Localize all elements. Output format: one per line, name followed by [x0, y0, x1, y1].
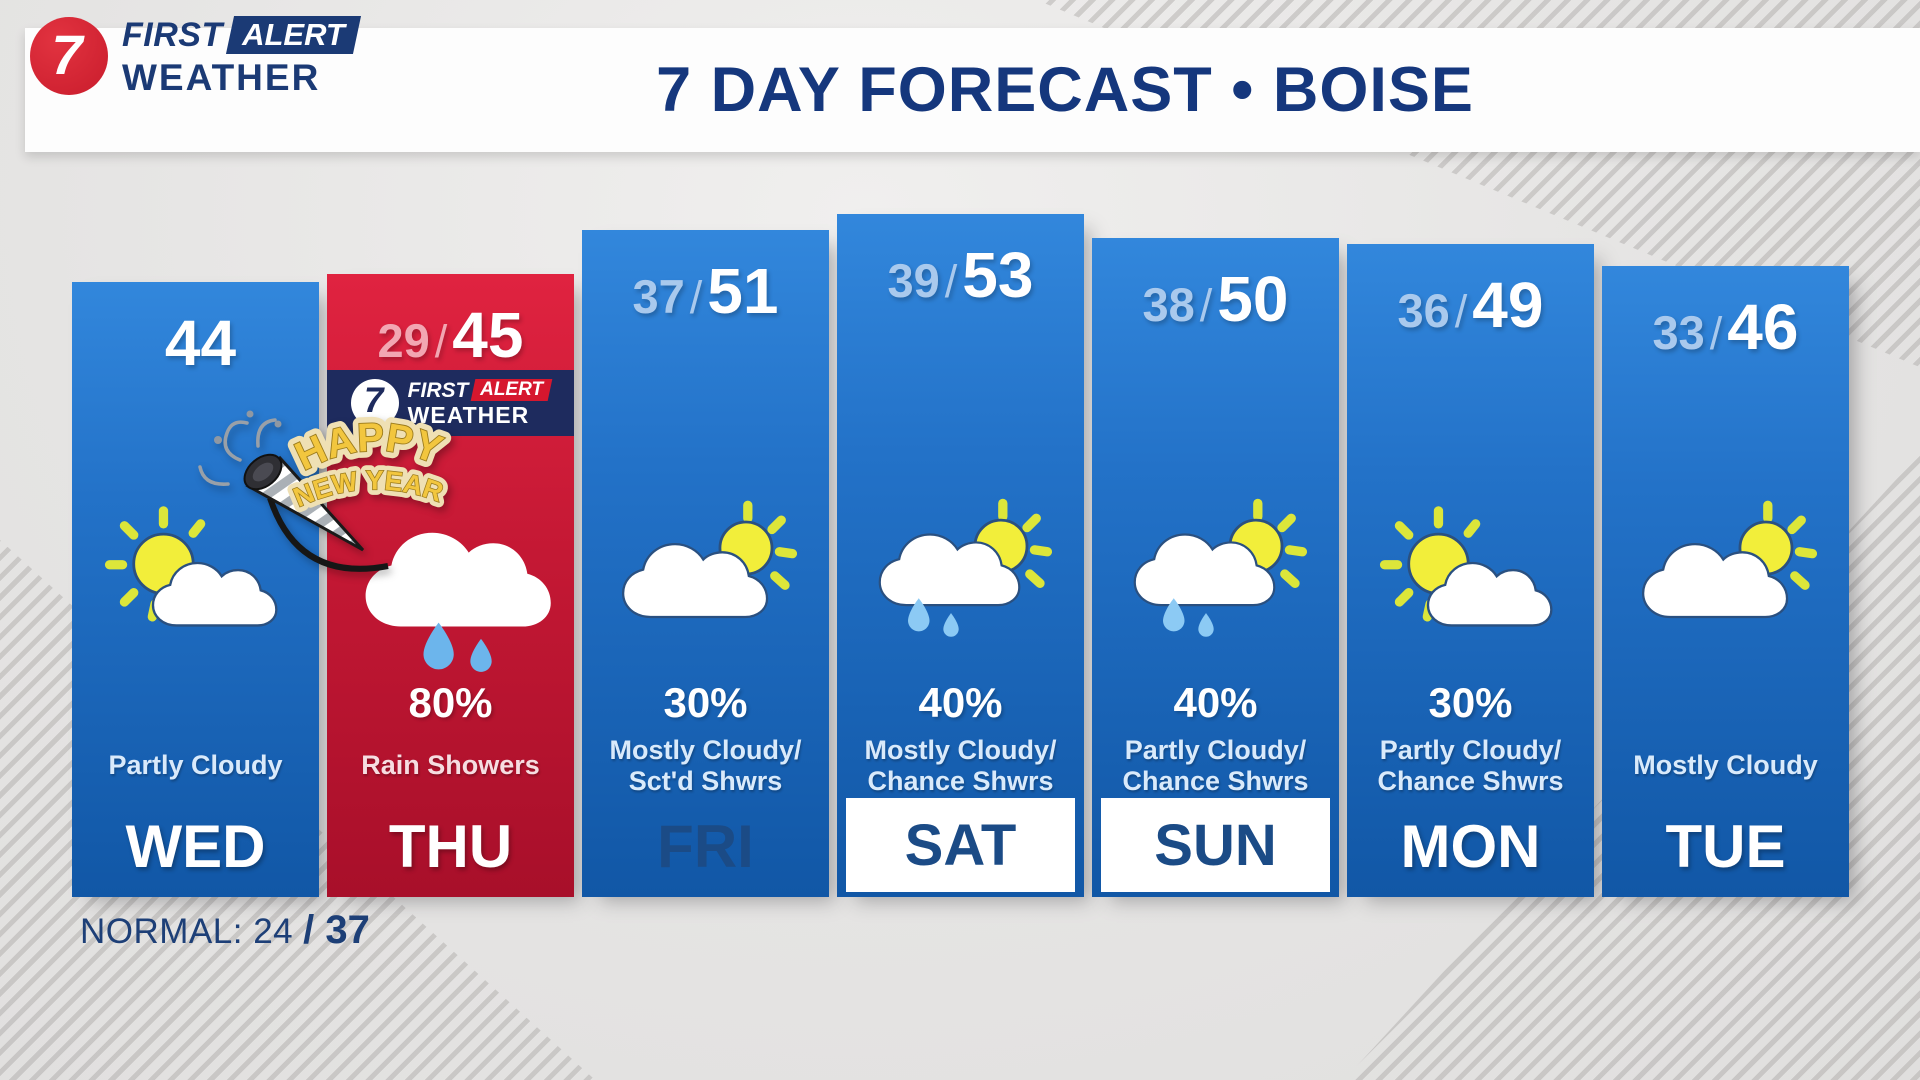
precip-chance: 40% — [918, 679, 1003, 726]
normal-temps-note: NORMAL: 24 / 37 — [80, 908, 370, 952]
temperature-row: 44 — [72, 282, 319, 380]
temperature-row: 36/49 — [1397, 269, 1544, 341]
conditions-text: Partly Cloudy/ Chance Shwrs — [1122, 735, 1309, 796]
high-temp: 45 — [452, 299, 524, 371]
high-temp: 44 — [164, 307, 237, 379]
high-temp: 46 — [1727, 291, 1799, 363]
logo-weather-label: WEATHER — [122, 57, 321, 98]
high-temp: 53 — [962, 239, 1034, 311]
sun-cloud-showers-icon — [1118, 496, 1314, 654]
logo-alert-badge: ALERT — [225, 16, 361, 54]
station-logo: 7 FIRST ALERT WEATHER — [30, 16, 361, 98]
party-horn-icon — [243, 453, 365, 552]
forecast-column-wed: 44 Partly Cloudy WED — [72, 282, 319, 897]
conditions-text: Mostly Cloudy — [1633, 749, 1818, 780]
high-temp: 49 — [1472, 269, 1544, 341]
conditions-text: Mostly Cloudy/ Chance Shwrs — [864, 735, 1057, 796]
high-temp: 51 — [707, 255, 779, 327]
forecast-column-fri: 37/51 30% Mostly Cloudy/ Sct'd Shwrs FRI — [582, 230, 829, 897]
channel-7-icon: 7 — [30, 17, 108, 95]
logo-first-label: FIRST — [122, 16, 223, 54]
precip-chance: 30% — [1428, 679, 1513, 726]
happy-new-year-banner: HAPPY NEW YEAR HAPPY NEW YEAR — [282, 409, 455, 518]
high-temp: 50 — [1217, 263, 1289, 335]
temperature-row: 37/51 — [632, 255, 779, 327]
forecast-column-mon: 36/49 30% Partly Cloudy/ Chance Shwrs MO… — [1347, 244, 1594, 897]
page-title: 7 DAY FORECAST • BOISE — [656, 55, 1474, 125]
happy-new-year-graphic: HAPPY NEW YEAR HAPPY NEW YEAR — [198, 409, 455, 572]
mostly-cloudy-icon — [608, 496, 804, 654]
partly-cloudy-icon — [1373, 496, 1569, 654]
headband-arc — [267, 497, 389, 572]
conditions-text: Mostly Cloudy/ Sct'd Shwrs — [609, 735, 802, 796]
mostly-cloudy-icon — [1628, 496, 1824, 654]
day-label: THU — [388, 813, 513, 880]
conditions-text: Rain Showers — [361, 749, 540, 780]
confetti-streamers — [198, 418, 277, 486]
day-label-highlighted: SUN — [1101, 798, 1330, 892]
forecast-column-sat: 39/53 40% Mostly Cloudy/ Chance Shwrs SA… — [837, 214, 1084, 897]
sun-cloud-showers-icon — [863, 496, 1059, 654]
conditions-text: Partly Cloudy — [108, 749, 283, 780]
day-label: MON — [1400, 813, 1541, 880]
forecast-column-sun: 38/50 40% Partly Cloudy/ Chance Shwrs SU… — [1092, 238, 1339, 897]
precip-chance: 30% — [663, 679, 748, 726]
channel-7-icon: 7 — [350, 379, 399, 427]
temperature-row: 39/53 — [887, 239, 1034, 311]
day-label: WED — [125, 813, 266, 880]
temperature-row: 33/46 — [1652, 291, 1799, 363]
day-label-highlighted: SAT — [846, 798, 1075, 892]
day-label: FRI — [657, 813, 754, 880]
forecast-column-thu: 29/45 7 FIRST ALERT WEATHER 80% Rain Sho… — [327, 274, 574, 897]
precip-chance: 40% — [1173, 679, 1258, 726]
day-label: TUE — [1665, 813, 1786, 880]
alert-badge: ALERT — [471, 379, 553, 401]
confetti-dots — [214, 410, 282, 444]
conditions-text: Partly Cloudy/ Chance Shwrs — [1377, 735, 1564, 796]
precip-chance: 80% — [408, 679, 493, 726]
temperature-row: 29/45 — [377, 299, 524, 371]
first-alert-weather-badge: 7 FIRST ALERT WEATHER — [327, 370, 574, 436]
temperature-row: 38/50 — [1142, 263, 1289, 335]
forecast-column-tue: 33/46 Mostly Cloudy TUE — [1602, 266, 1849, 897]
